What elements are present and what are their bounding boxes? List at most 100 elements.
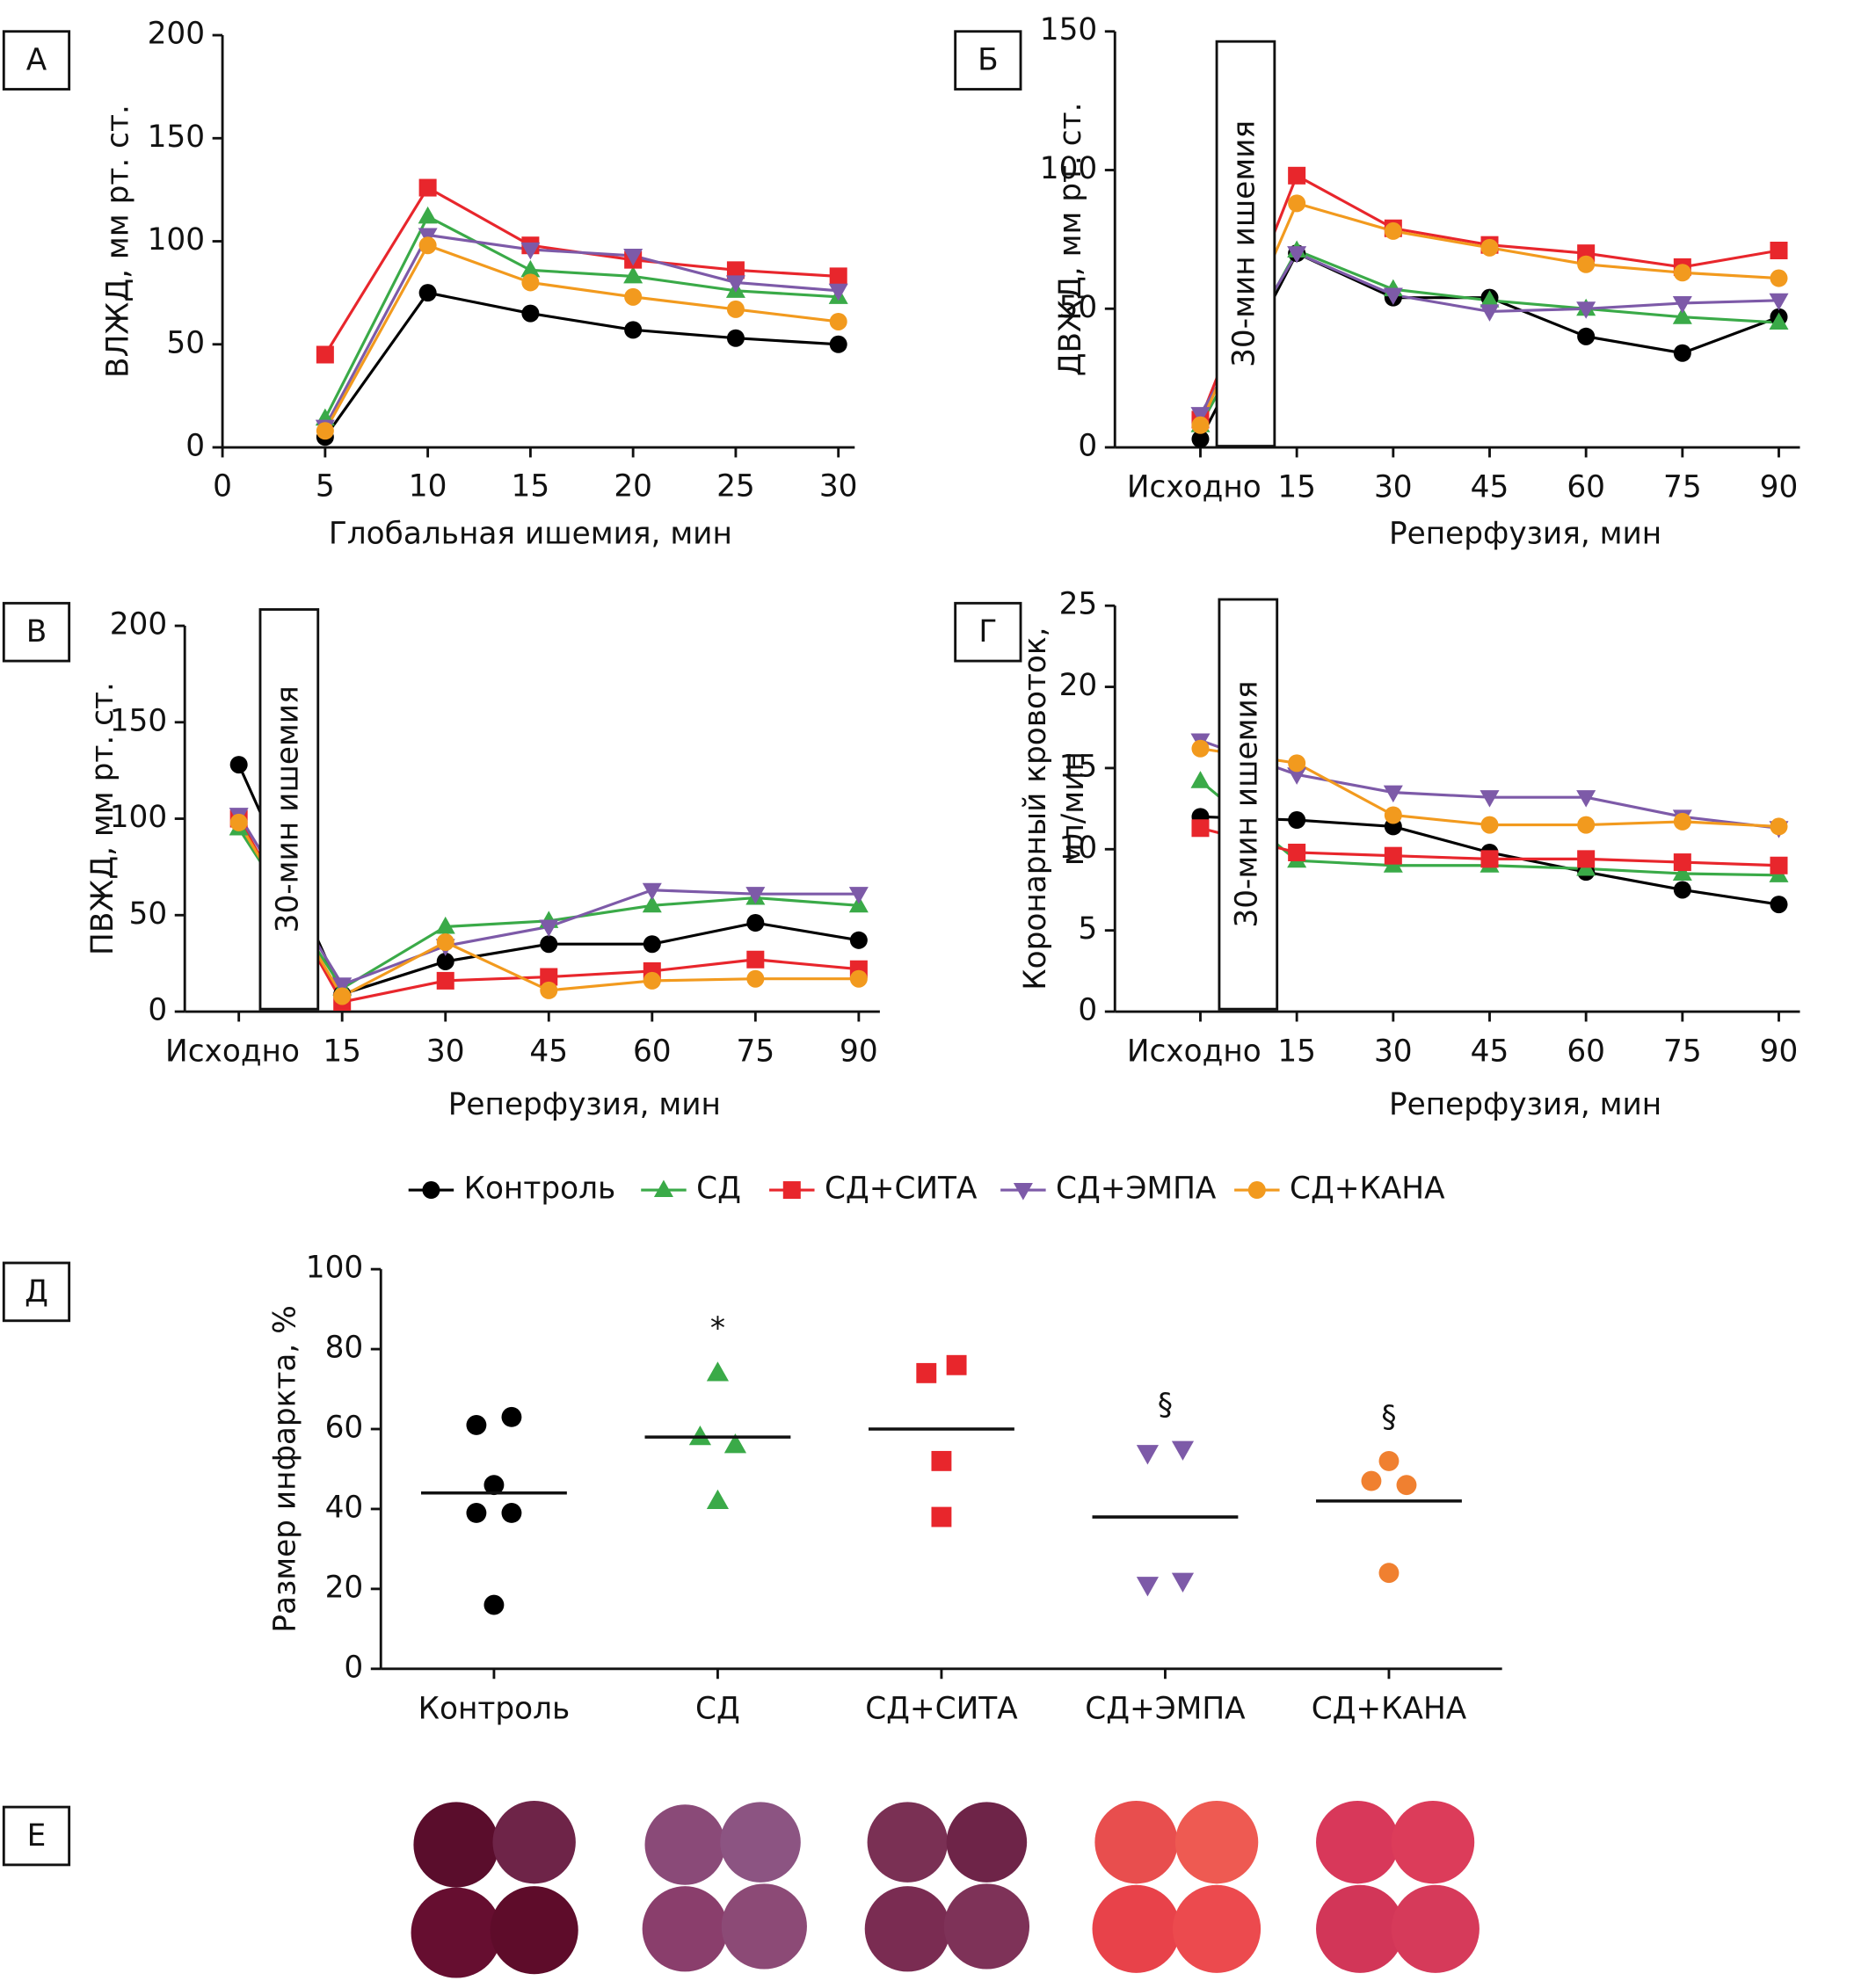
marker [726, 300, 745, 318]
marker [1384, 806, 1402, 824]
marker [1480, 290, 1500, 308]
y-tick-label: 0 [344, 1650, 363, 1685]
marker [540, 968, 558, 986]
y-tick-label: 5 [1078, 911, 1097, 947]
y-tick-label: 0 [148, 993, 167, 1028]
x-tick-label: 75 [737, 1034, 775, 1070]
marker [1288, 811, 1306, 830]
marker [501, 1406, 522, 1427]
x-tick-label: 90 [1760, 470, 1799, 505]
marker [726, 329, 745, 347]
marker [946, 1354, 967, 1375]
x-tick-label: 30 [1374, 1034, 1413, 1070]
marker [520, 259, 541, 278]
x-tick-label: 60 [1567, 1034, 1605, 1070]
marker [706, 1361, 730, 1382]
marker [1770, 896, 1788, 914]
legend-label: СД+СИТА [825, 1172, 978, 1207]
marker [746, 969, 765, 988]
marker [642, 895, 662, 913]
series-line [324, 243, 839, 432]
marker [1191, 430, 1210, 448]
x-tick-label: 90 [1760, 1034, 1799, 1070]
marker [1191, 739, 1210, 758]
y-axis-label: ДВЖД, мм рт. ст. [1053, 102, 1088, 376]
legend-marker [653, 1179, 673, 1198]
series-line [324, 291, 839, 439]
marker [229, 813, 248, 831]
marker [501, 1503, 522, 1523]
panel-label-box [2, 601, 71, 663]
marker [829, 312, 847, 330]
marker [1480, 816, 1499, 834]
ischemia-box [1218, 598, 1279, 1011]
x-tick-label: СД [695, 1692, 740, 1727]
marker [1288, 166, 1306, 185]
marker [916, 1362, 937, 1383]
marker [1577, 816, 1596, 834]
series-line [324, 214, 839, 419]
marker [1577, 850, 1596, 868]
x-axis-label: Реперфузия, мин [1389, 1087, 1661, 1122]
x-axis-label: Реперфузия, мин [1389, 517, 1661, 552]
y-tick-label: 10 [1059, 831, 1098, 866]
marker [1378, 1450, 1400, 1471]
legend-label: СД+КАНА [1290, 1172, 1445, 1207]
marker [828, 283, 848, 301]
marker [931, 1506, 952, 1527]
marker [540, 935, 558, 954]
y-tick-label: 0 [1078, 429, 1097, 464]
marker [1136, 1445, 1160, 1465]
marker [1171, 1440, 1195, 1461]
marker [229, 756, 248, 774]
ischemia-box [258, 608, 320, 1011]
marker [624, 321, 643, 339]
y-tick-label: 100 [110, 800, 167, 835]
x-axis-label: Реперфузия, мин [448, 1087, 721, 1122]
y-tick-label: 0 [1078, 993, 1097, 1028]
marker [1577, 255, 1596, 273]
marker [706, 1489, 730, 1510]
panel-label: В [26, 614, 47, 649]
panel-label-box [954, 30, 1022, 91]
marker [466, 1415, 487, 1435]
marker [623, 248, 643, 266]
ischemia-label: 30-мин ишемия [1226, 120, 1261, 367]
significance-mark: § [1381, 1399, 1396, 1434]
marker [1383, 785, 1403, 803]
marker [1673, 344, 1691, 362]
y-tick-label: 100 [306, 1251, 363, 1286]
marker [1171, 1572, 1195, 1593]
marker [1770, 269, 1788, 287]
marker [1672, 863, 1692, 882]
y-axis-label: мл/мин [1056, 751, 1091, 866]
marker [746, 914, 765, 932]
x-tick-label: 60 [633, 1034, 672, 1070]
marker [1361, 1470, 1382, 1491]
marker [540, 981, 558, 999]
marker [1384, 221, 1402, 240]
y-tick-label: 100 [148, 222, 205, 258]
y-tick-label: 25 [1059, 587, 1098, 622]
x-tick-label: 15 [512, 468, 550, 504]
x-tick-label: СД+СИТА [865, 1692, 1018, 1727]
marker [418, 206, 438, 224]
x-tick-label: 0 [213, 468, 232, 504]
marker [623, 265, 643, 284]
marker [1480, 304, 1500, 322]
y-tick-label: 50 [1059, 290, 1098, 325]
panel-label-box [954, 601, 1022, 663]
legend-marker [1247, 1181, 1266, 1200]
marker [1288, 194, 1306, 213]
marker [1288, 843, 1306, 861]
marker [539, 919, 559, 937]
marker [521, 273, 540, 292]
heart-slices [411, 1800, 1480, 1978]
marker [1383, 287, 1403, 306]
y-tick-label: 20 [1059, 668, 1098, 703]
marker [1770, 241, 1788, 260]
marker [1378, 1563, 1400, 1584]
legend-marker [1013, 1183, 1033, 1201]
x-tick-label: 75 [1663, 470, 1702, 505]
